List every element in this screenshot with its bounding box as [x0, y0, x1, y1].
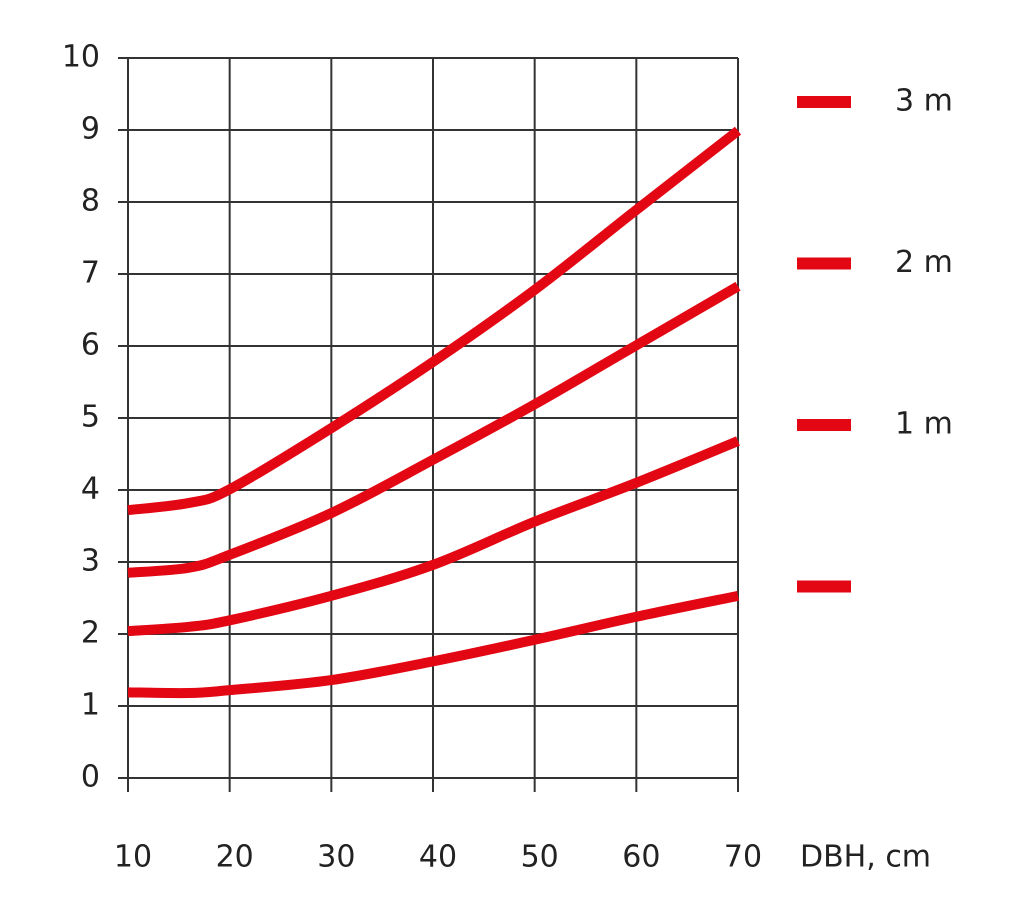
x-axis-label: DBH, cm [800, 840, 931, 875]
y-tick-label: 0 [81, 760, 100, 795]
x-tick-label: 40 [419, 840, 457, 875]
y-tick-label: 5 [81, 400, 100, 435]
series-line [127, 126, 742, 516]
y-tick-label: 4 [81, 472, 100, 507]
y-tick-label: 2 [81, 616, 100, 651]
y-tick-label: 10 [62, 40, 100, 75]
y-tick-label: 6 [81, 328, 100, 363]
legend-label: 3 m [895, 84, 953, 119]
y-tick-label: 7 [81, 256, 100, 291]
x-tick-label: 50 [521, 840, 559, 875]
y-tick-label: 3 [81, 544, 100, 579]
legend-label: 2 m [895, 245, 953, 280]
x-tick-label: 20 [216, 840, 254, 875]
x-tick-label: 70 [724, 840, 762, 875]
y-tick-label: 8 [81, 184, 100, 219]
series-line [127, 590, 740, 699]
legend-label: 1 m [895, 407, 953, 442]
x-tick-label: 10 [114, 840, 152, 875]
x-tick-label: 30 [317, 840, 355, 875]
series-line [127, 436, 740, 637]
x-tick-label: 60 [622, 840, 660, 875]
series-line [127, 281, 741, 578]
y-tick-label: 1 [81, 688, 100, 723]
y-tick-label: 9 [81, 112, 100, 147]
